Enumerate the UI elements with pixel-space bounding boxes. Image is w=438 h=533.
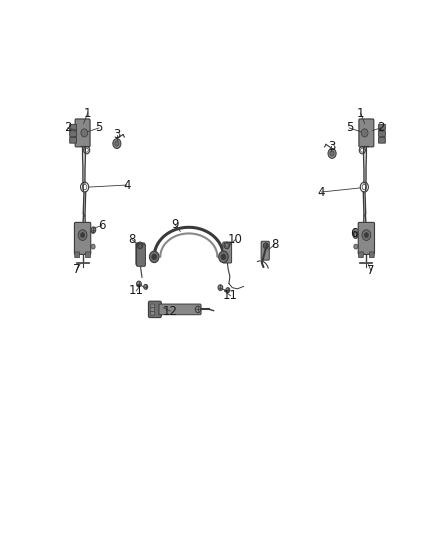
Circle shape <box>91 244 95 249</box>
FancyBboxPatch shape <box>136 243 145 265</box>
Text: 2: 2 <box>377 122 385 134</box>
Text: 3: 3 <box>113 128 120 141</box>
FancyBboxPatch shape <box>70 131 77 136</box>
Circle shape <box>91 229 95 233</box>
Circle shape <box>218 285 223 290</box>
Circle shape <box>219 251 228 263</box>
Text: 7: 7 <box>367 264 375 277</box>
Text: 8: 8 <box>271 238 279 251</box>
Text: 12: 12 <box>162 304 178 318</box>
Text: 8: 8 <box>128 233 136 246</box>
FancyBboxPatch shape <box>261 241 269 260</box>
Circle shape <box>353 232 358 238</box>
Text: 7: 7 <box>73 263 81 277</box>
Text: 6: 6 <box>350 227 357 239</box>
Text: 1: 1 <box>84 107 92 120</box>
Text: 6: 6 <box>98 219 106 232</box>
FancyBboxPatch shape <box>378 124 385 130</box>
Circle shape <box>115 141 119 146</box>
Text: 5: 5 <box>95 122 102 134</box>
Circle shape <box>149 251 159 263</box>
Circle shape <box>354 229 358 233</box>
Circle shape <box>330 151 334 156</box>
FancyBboxPatch shape <box>74 222 91 254</box>
Circle shape <box>81 232 85 238</box>
Circle shape <box>362 230 371 240</box>
Text: 4: 4 <box>124 179 131 191</box>
FancyBboxPatch shape <box>75 119 90 147</box>
FancyBboxPatch shape <box>151 304 155 308</box>
Circle shape <box>364 232 368 238</box>
FancyBboxPatch shape <box>86 252 90 257</box>
Circle shape <box>144 284 148 289</box>
FancyBboxPatch shape <box>369 252 374 257</box>
Text: 9: 9 <box>172 219 179 231</box>
FancyBboxPatch shape <box>159 304 201 314</box>
Text: 1: 1 <box>357 107 364 120</box>
FancyBboxPatch shape <box>70 138 77 143</box>
Circle shape <box>91 227 96 232</box>
Circle shape <box>195 306 201 313</box>
Text: 4: 4 <box>318 185 325 198</box>
Circle shape <box>137 281 141 287</box>
FancyBboxPatch shape <box>151 308 155 311</box>
FancyBboxPatch shape <box>223 242 232 263</box>
Circle shape <box>361 129 368 137</box>
Circle shape <box>81 129 88 137</box>
FancyBboxPatch shape <box>151 311 155 315</box>
FancyBboxPatch shape <box>378 131 385 136</box>
Circle shape <box>221 254 226 260</box>
FancyBboxPatch shape <box>359 252 363 257</box>
Text: 2: 2 <box>64 122 71 134</box>
FancyBboxPatch shape <box>358 222 374 254</box>
FancyBboxPatch shape <box>70 124 77 130</box>
FancyBboxPatch shape <box>137 244 145 266</box>
Circle shape <box>328 149 336 158</box>
Circle shape <box>226 288 230 293</box>
Text: 3: 3 <box>328 140 335 152</box>
Text: 11: 11 <box>223 289 238 302</box>
FancyBboxPatch shape <box>378 138 385 143</box>
Circle shape <box>152 254 157 260</box>
Circle shape <box>78 230 87 240</box>
Text: 11: 11 <box>129 285 144 297</box>
FancyBboxPatch shape <box>359 119 374 147</box>
Text: 10: 10 <box>228 233 243 246</box>
Circle shape <box>354 244 358 249</box>
Text: 5: 5 <box>346 122 353 134</box>
Circle shape <box>113 139 121 149</box>
FancyBboxPatch shape <box>75 252 80 257</box>
FancyBboxPatch shape <box>148 301 161 318</box>
